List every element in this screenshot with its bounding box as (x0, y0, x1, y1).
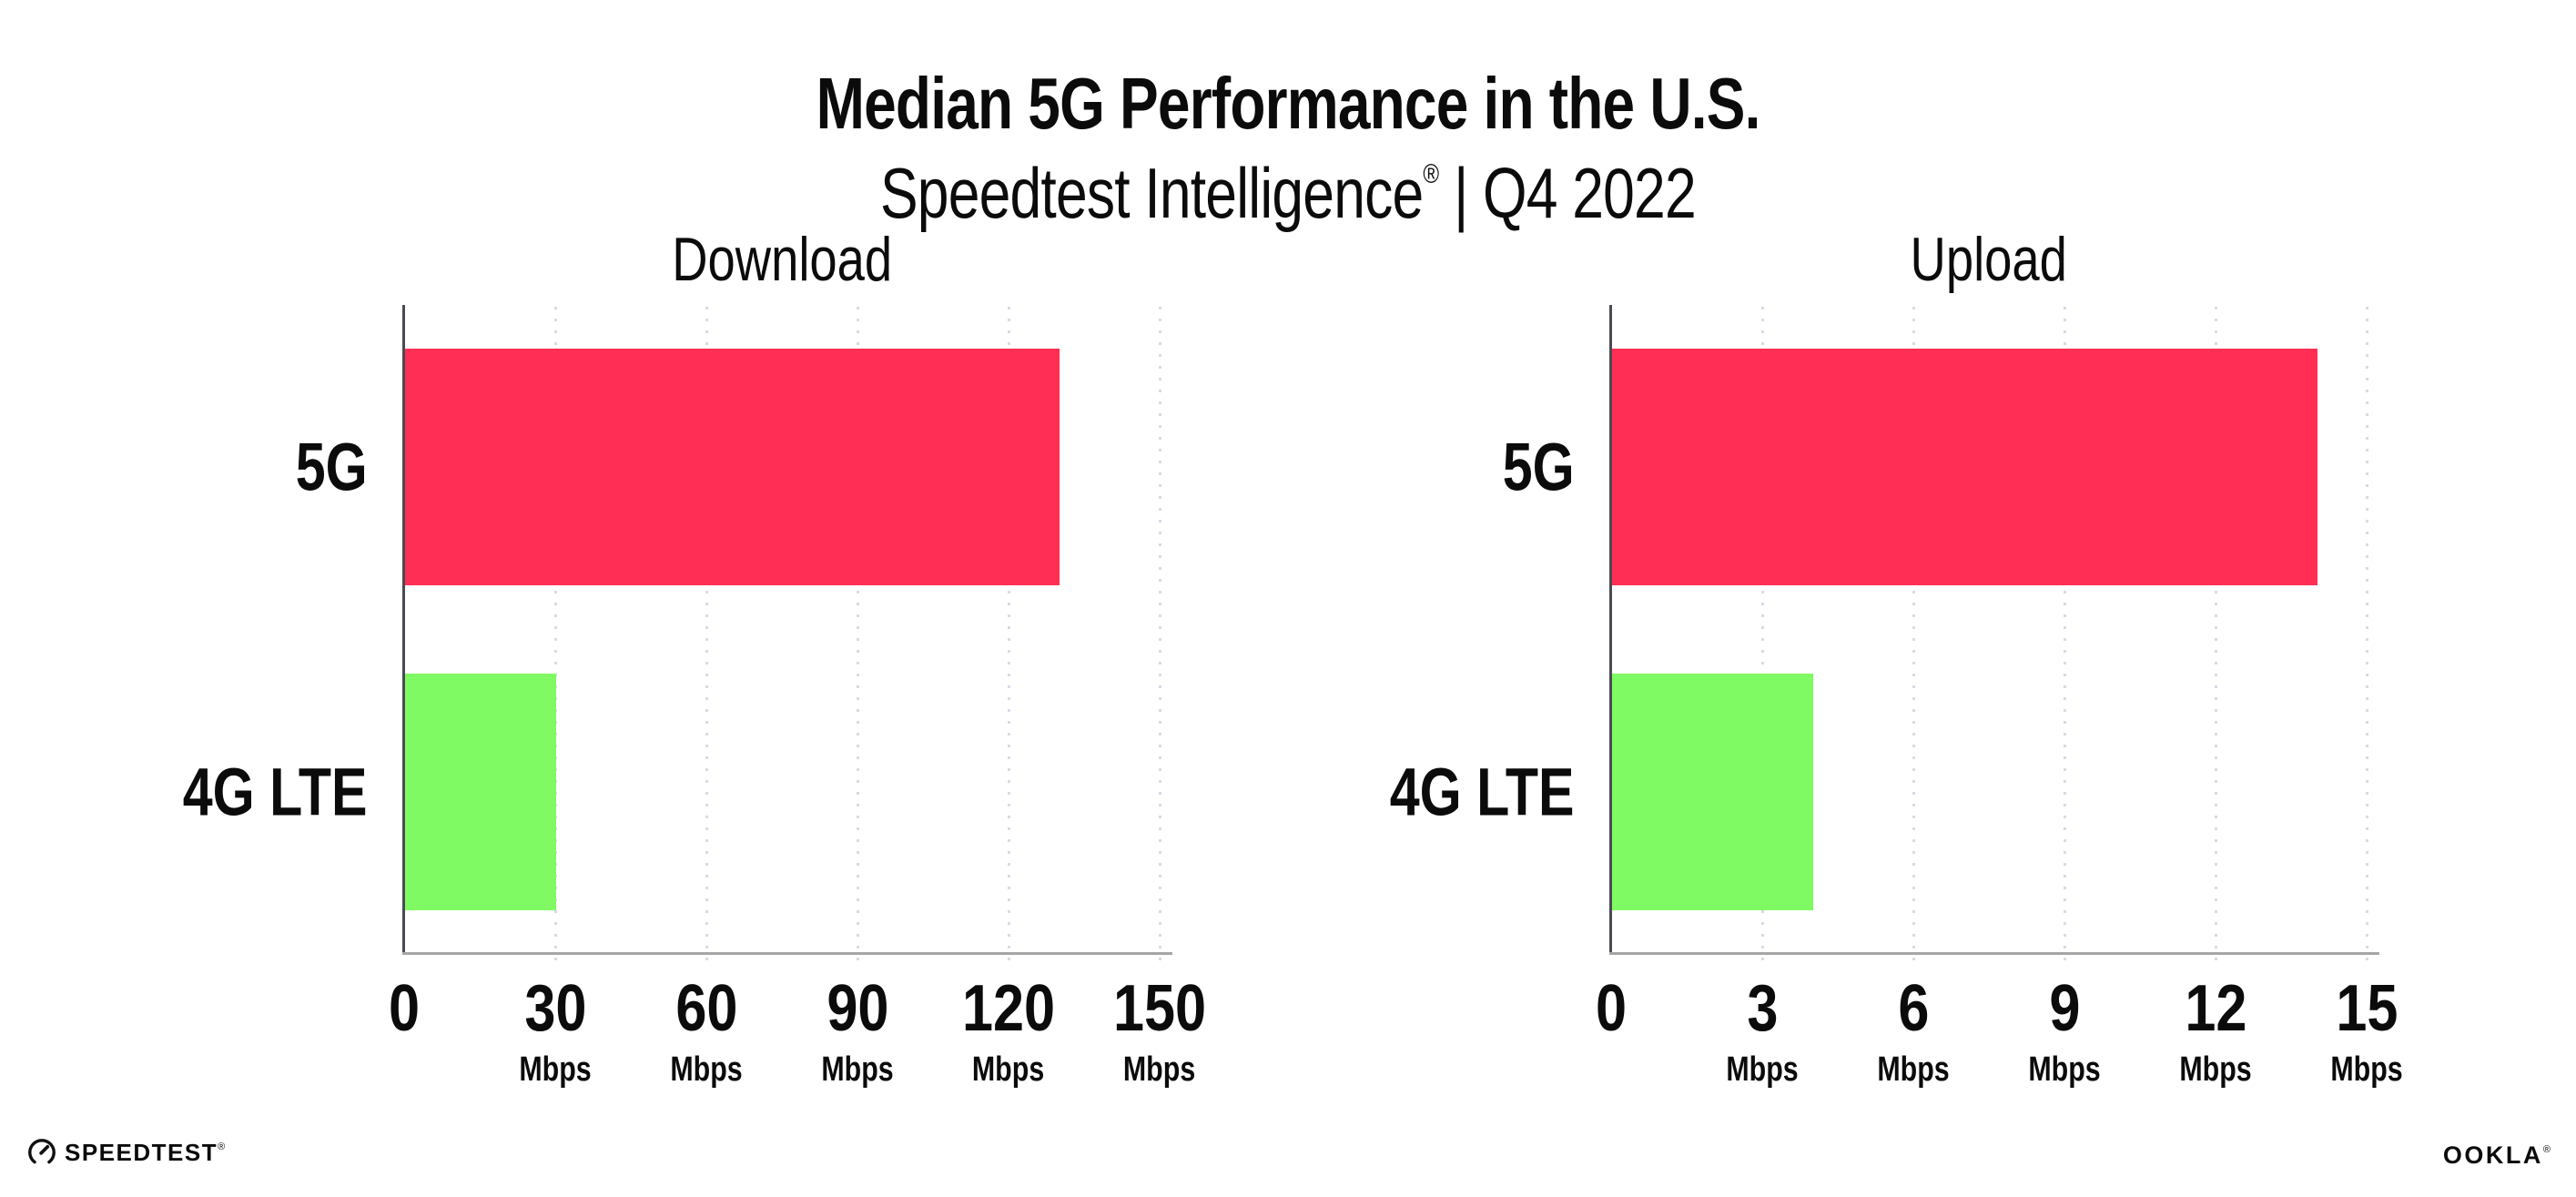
download-y-axis-line (402, 305, 405, 954)
bar-4g-lte (1612, 673, 1814, 910)
x-tick-label: 0 (388, 972, 421, 1045)
category-label: 4G LTE (1390, 754, 1575, 830)
subtitle-brand: Speedtest Intelligence (880, 152, 1424, 233)
x-tick-label: 0 (1595, 972, 1628, 1045)
category-label: 5G (296, 429, 368, 505)
download-panel-title: Download (672, 225, 892, 294)
ookla-registered-mark: ® (2542, 1144, 2551, 1155)
x-tick-label: 120 Mbps (961, 972, 1056, 1089)
speedtest-trademark: ® (218, 1141, 226, 1152)
x-tick-label: 9 Mbps (2028, 972, 2101, 1089)
page-title: Median 5G Performance in the U.S. (0, 62, 2576, 146)
bar-4g-lte (405, 673, 556, 910)
category-label: 5G (1503, 429, 1575, 505)
upload-y-axis-line (1609, 305, 1612, 954)
gridline (857, 307, 859, 964)
x-tick-label: 90 Mbps (821, 972, 894, 1089)
ookla-logo: OOKLA® (2443, 1143, 2551, 1168)
gridline (1761, 307, 1764, 964)
upload-panel-title: Upload (1910, 225, 2068, 294)
gridline (1912, 307, 1915, 964)
bar-5g (405, 349, 1060, 586)
ookla-wordmark: OOKLA (2442, 1141, 2543, 1169)
registered-mark: ® (1423, 158, 1440, 189)
gridline (705, 307, 708, 964)
speedtest-logo: SPEEDTEST® (27, 1138, 225, 1167)
x-tick-label: 6 Mbps (1877, 972, 1950, 1089)
gridline (2064, 307, 2066, 964)
upload-plot-area: 5G 4G LTE 0 3 Mbps 6 Mbps 9 Mbps 12 Mbps 15 Mbps (1390, 305, 2403, 1087)
x-tick-label: 3 Mbps (1726, 972, 1799, 1089)
download-x-axis-line (402, 952, 1172, 955)
upload-x-axis-line (1609, 952, 2379, 955)
gridline (1159, 307, 1161, 964)
subtitle-period: | Q4 2022 (1454, 152, 1697, 233)
gridline (554, 307, 557, 964)
download-plot-area: 5G 4G LTE 0 30 Mbps 60 Mbps 90 Mbps 120 Mbps 150 Mbp… (183, 305, 1206, 1087)
gridline (2366, 307, 2368, 964)
category-label: 4G LTE (183, 754, 368, 830)
x-tick-label: 60 Mbps (670, 972, 743, 1089)
gridline (1008, 307, 1010, 964)
page-title-text: Median 5G Performance in the U.S. (816, 62, 1761, 144)
speedtest-wordmark: SPEEDTEST® (65, 1139, 226, 1166)
gridline (2215, 307, 2217, 964)
chart-subtitle: Speedtest Intelligence® | Q4 2022 (0, 152, 2576, 235)
x-tick-label: 150 Mbps (1112, 972, 1207, 1089)
x-tick-label: 30 Mbps (519, 972, 592, 1089)
speedtest-gauge-icon (27, 1138, 56, 1167)
bar-5g (1612, 349, 2317, 586)
x-tick-label: 15 Mbps (2330, 972, 2403, 1089)
x-tick-label: 12 Mbps (2179, 972, 2252, 1089)
